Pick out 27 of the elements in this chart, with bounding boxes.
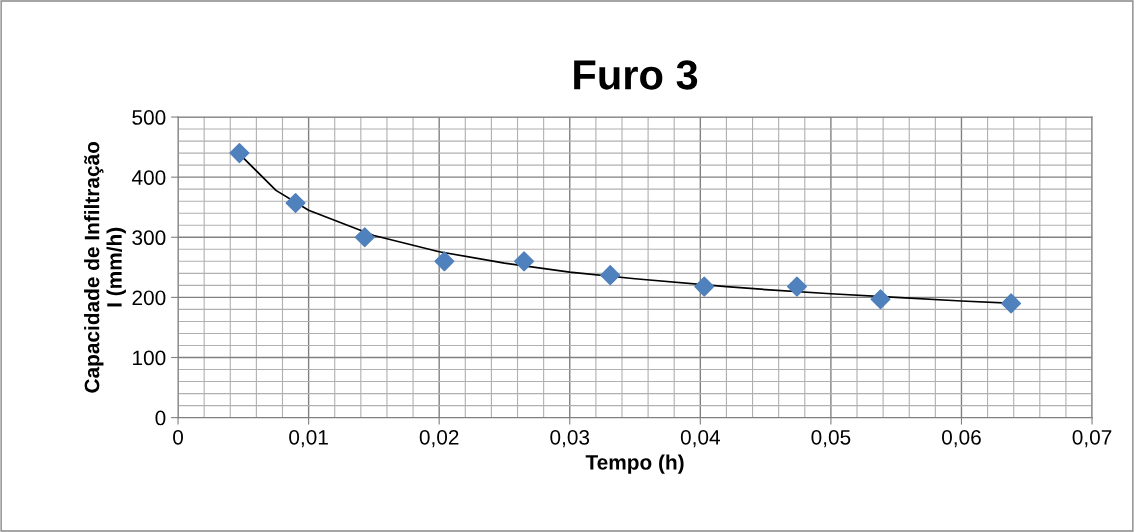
point [600, 265, 621, 286]
point [870, 289, 891, 310]
x-tick-label: 0,07 [1072, 429, 1112, 448]
x-tick-label: 0,06 [942, 429, 981, 448]
y-tick-label: 500 [132, 110, 166, 125]
chart-title: Furo 3 [574, 60, 698, 90]
x-tick-label: 0 [173, 429, 184, 445]
x-tick-label: 0,05 [811, 429, 851, 448]
x-tick-label: 0,04 [680, 429, 720, 448]
point [285, 192, 306, 214]
point [694, 276, 715, 297]
x-tick-label: 0,03 [550, 429, 590, 448]
y-tick-label: 100 [133, 350, 166, 366]
y-axis-title: Capacidade de Infiltração I (mm/h) [84, 141, 126, 393]
point [354, 227, 375, 248]
y-tick-label: 400 [131, 170, 166, 185]
y-tick-label: 0 [155, 410, 166, 426]
y-tick-label: 300 [132, 230, 166, 246]
x-tick-label: 0,02 [419, 429, 459, 448]
point [434, 251, 455, 272]
point [1001, 293, 1022, 314]
x-axis-title: Tempo (h) [585, 454, 684, 474]
point [229, 143, 250, 164]
x-tick-label: 0,01 [289, 429, 328, 448]
point [786, 276, 807, 297]
y-tick-label: 200 [132, 290, 166, 306]
point [514, 251, 535, 272]
